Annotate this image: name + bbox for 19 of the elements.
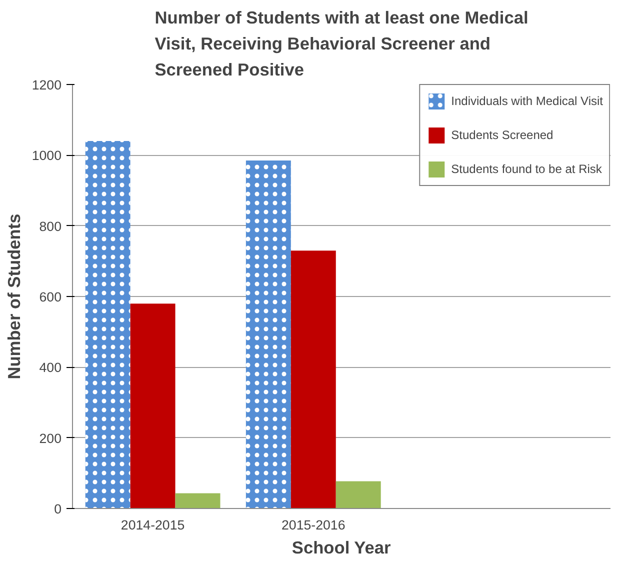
bar — [130, 304, 176, 508]
legend-label: Students Screened — [451, 128, 554, 142]
x-tick-label: 2015-2016 — [282, 518, 346, 532]
y-axis-title: Number of Students — [4, 214, 24, 380]
x-tick-label: 2014-2015 — [120, 518, 185, 532]
y-tick-label: 200 — [39, 430, 62, 446]
y-tick-label: 800 — [39, 218, 62, 234]
y-tick-label: 1200 — [32, 78, 62, 92]
bar — [290, 250, 336, 508]
bar — [336, 481, 381, 508]
x-axis-title: School Year — [292, 538, 392, 558]
y-tick-label: 1000 — [32, 148, 62, 164]
y-tick-label: 600 — [39, 290, 62, 304]
bar — [175, 493, 220, 508]
legend-label: Individuals with Medical Visit — [451, 94, 603, 108]
y-tick-label: 400 — [39, 360, 62, 376]
y-tick-label: 0 — [54, 502, 62, 516]
legend-label: Students found to be at Risk — [451, 162, 602, 176]
chart-title: Number of Students with at least one Medical Visit, Receiving Behavioral Screener and Screened Positive — [154, 8, 528, 80]
